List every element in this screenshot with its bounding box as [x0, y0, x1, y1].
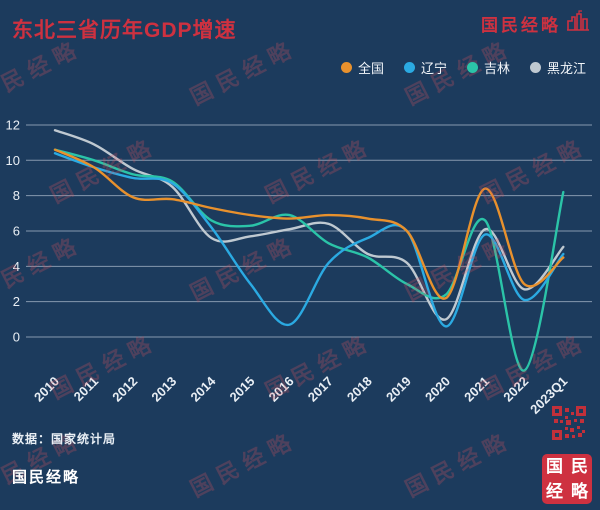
legend-dot: [529, 62, 541, 73]
x-tick-label: 2019: [383, 374, 414, 405]
x-tick-label: 2016: [266, 374, 297, 405]
watermark-text: 国民经略: [186, 426, 302, 502]
legend-item: 吉林: [466, 58, 510, 77]
x-tick-label: 2010: [31, 374, 62, 405]
x-tick-label: 2015: [227, 374, 258, 405]
legend-item: 全国: [340, 58, 384, 77]
x-tick-label: 2014: [187, 373, 219, 405]
x-tick-label: 2020: [422, 374, 453, 405]
legend-dot: [340, 62, 352, 73]
y-tick-label: 12: [6, 117, 20, 132]
skyline-icon: [566, 10, 590, 37]
brand-logo: 国民经略: [481, 10, 590, 37]
series-line: [53, 129, 565, 321]
legend-item: 黑龙江: [529, 58, 586, 77]
watermark-text: 国民经略: [401, 426, 517, 502]
x-tick-label: 2022: [500, 374, 531, 405]
seal-character: 经: [546, 482, 563, 501]
series-line: [53, 148, 565, 372]
legend-label: 全国: [357, 61, 384, 76]
qr-code-icon: [552, 406, 586, 440]
x-tick-label: 2011: [71, 374, 102, 405]
legend-dot: [466, 62, 478, 73]
y-tick-label: 6: [13, 223, 20, 238]
x-tick-label: 2018: [344, 374, 375, 405]
x-tick-label: 2021: [461, 374, 492, 405]
legend-label: 黑龙江: [546, 61, 586, 76]
y-tick-label: 0: [13, 330, 20, 345]
chart-legend: 全国 辽宁 吉林 黑龙江: [340, 58, 586, 77]
page-title: 东北三省历年GDP增速: [12, 19, 237, 42]
data-source-note: 数据：国家统计局: [12, 432, 117, 446]
seal-character: 略: [571, 482, 588, 501]
seal-character: 民: [571, 457, 588, 476]
gdp-growth-line-chart: 0 2 4 6 8 10 12 2010 2011 2012 2013 2014 2015 2016 201…: [6, 117, 592, 417]
y-tick-label: 2: [13, 294, 20, 309]
y-tick-label: 8: [13, 188, 20, 203]
seal-character: 国: [546, 457, 563, 476]
brand-seal: 国民经略: [542, 454, 592, 504]
legend-item: 辽宁: [403, 58, 447, 77]
legend-dot: [403, 62, 415, 73]
legend-label: 吉林: [483, 61, 510, 76]
x-tick-label: 2017: [305, 374, 336, 405]
brand-logo-text: 国民经略: [481, 16, 561, 35]
x-tick-label: 2013: [148, 374, 179, 405]
x-tick-label: 2012: [109, 374, 140, 405]
y-tick-label: 4: [13, 259, 20, 274]
y-tick-label: 10: [6, 153, 20, 168]
series-line: [53, 152, 565, 328]
series-line: [53, 148, 565, 300]
legend-label: 辽宁: [420, 61, 447, 76]
footer-brand: 国民经略: [12, 469, 81, 486]
